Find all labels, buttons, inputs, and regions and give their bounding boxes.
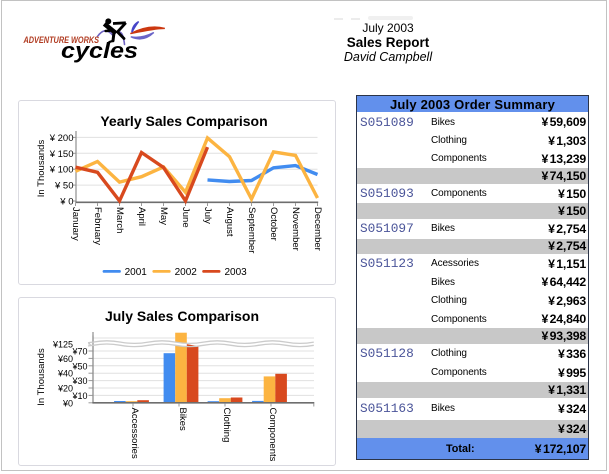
- svg-text:April: April: [136, 207, 147, 226]
- svg-text:2003: 2003: [225, 267, 248, 278]
- svg-text:December: December: [312, 207, 323, 251]
- svg-text:March: March: [114, 207, 125, 233]
- svg-text:July: July: [202, 207, 213, 224]
- svg-text:¥30: ¥30: [71, 376, 87, 386]
- svg-text:In Thousands: In Thousands: [36, 348, 47, 406]
- svg-text:¥0: ¥0: [62, 398, 73, 408]
- svg-text:Clothing: Clothing: [221, 407, 232, 442]
- svg-text:¥ 150: ¥ 150: [49, 149, 74, 160]
- svg-text:2001: 2001: [125, 267, 148, 278]
- svg-text:¥ 50: ¥ 50: [54, 181, 74, 192]
- svg-text:cycles: cycles: [61, 38, 138, 63]
- svg-text:August: August: [224, 207, 235, 237]
- svg-text:October: October: [268, 207, 279, 241]
- svg-text:In Thousands: In Thousands: [36, 140, 47, 198]
- svg-text:¥10: ¥10: [71, 390, 87, 400]
- svg-text:¥50: ¥50: [71, 361, 87, 371]
- svg-text:Components: Components: [267, 407, 278, 461]
- svg-text:¥ 200: ¥ 200: [49, 133, 74, 144]
- svg-text:May: May: [158, 207, 169, 225]
- svg-text:¥20: ¥20: [57, 383, 73, 393]
- svg-text:Yearly Sales Comparison: Yearly Sales Comparison: [100, 113, 267, 129]
- svg-text:November: November: [290, 207, 301, 251]
- svg-text:2002: 2002: [175, 267, 198, 278]
- svg-text:June: June: [180, 207, 191, 228]
- svg-text:Accessories: Accessories: [129, 407, 140, 458]
- svg-text:¥40: ¥40: [57, 368, 73, 378]
- svg-text:Bikes: Bikes: [177, 407, 188, 430]
- svg-text:¥70: ¥70: [71, 346, 87, 356]
- svg-text:¥60: ¥60: [57, 353, 73, 363]
- svg-text:ADVENTURE WORKS: ADVENTURE WORKS: [23, 35, 100, 46]
- svg-text:September: September: [246, 207, 257, 253]
- svg-text:¥125: ¥125: [52, 339, 73, 349]
- svg-text:¥ 0: ¥ 0: [59, 197, 73, 208]
- svg-text:¥ 100: ¥ 100: [49, 165, 74, 176]
- svg-text:February: February: [92, 207, 103, 245]
- svg-text:January: January: [70, 207, 81, 241]
- svg-text:July Sales Comparison: July Sales Comparison: [105, 308, 259, 324]
